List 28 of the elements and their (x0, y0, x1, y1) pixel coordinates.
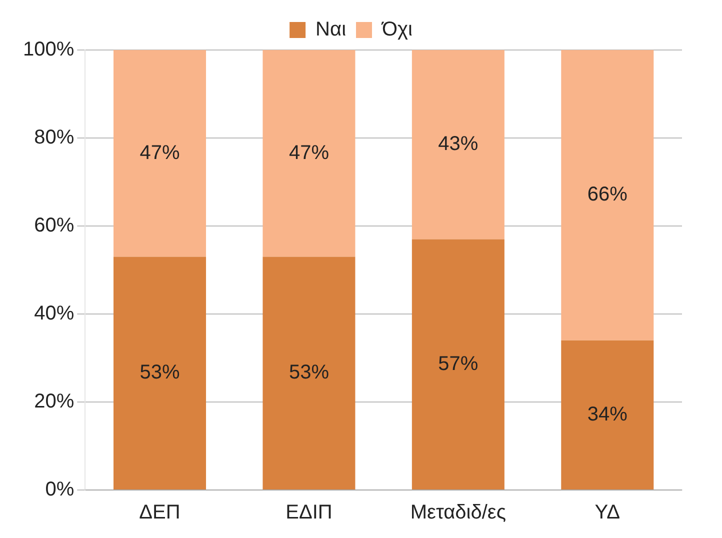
data-label: 47% (288, 142, 330, 164)
x-tick-label: ΔΕΠ (139, 502, 180, 524)
bar (262, 50, 356, 257)
bar (262, 256, 356, 490)
data-label: 66% (587, 184, 628, 206)
bar (114, 256, 206, 490)
x-tick-label: ΥΔ (594, 502, 620, 524)
y-tick-label: 20% (34, 390, 74, 413)
bar (412, 239, 504, 490)
x-tick-label: ΕΔΙΠ (286, 502, 332, 524)
y-tick-label: 60% (34, 214, 74, 237)
bar (114, 50, 206, 257)
data-label: 53% (288, 362, 330, 384)
y-tick-label: 100% (22, 38, 74, 61)
x-tick-label: Μεταδιδ/ες (410, 502, 506, 524)
bar (561, 50, 654, 340)
y-tick-label: 80% (34, 126, 74, 149)
data-label: 57% (438, 352, 478, 375)
y-tick-label: 40% (34, 302, 74, 325)
bar (561, 340, 654, 490)
data-label: 43% (438, 133, 478, 156)
data-label: 34% (587, 403, 628, 426)
data-label: 47% (140, 142, 180, 164)
bar (412, 50, 504, 240)
data-label: 53% (140, 362, 180, 384)
legend-label: Ναι (316, 18, 346, 41)
legend-label: Όχι (381, 18, 412, 41)
y-tick-label: 0% (45, 478, 74, 501)
